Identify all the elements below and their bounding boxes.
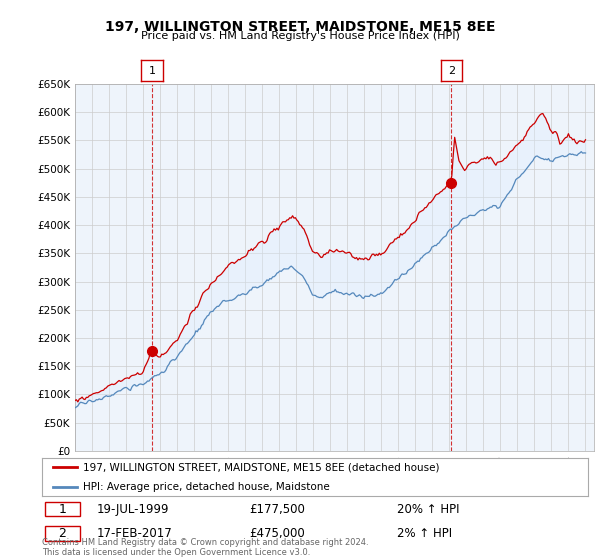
Text: £475,000: £475,000 bbox=[250, 527, 305, 540]
Text: 17-FEB-2017: 17-FEB-2017 bbox=[97, 527, 172, 540]
FancyBboxPatch shape bbox=[45, 502, 80, 516]
Text: 197, WILLINGTON STREET, MAIDSTONE, ME15 8EE: 197, WILLINGTON STREET, MAIDSTONE, ME15 … bbox=[105, 20, 495, 34]
Text: Price paid vs. HM Land Registry's House Price Index (HPI): Price paid vs. HM Land Registry's House … bbox=[140, 31, 460, 41]
Text: 2% ↑ HPI: 2% ↑ HPI bbox=[397, 527, 452, 540]
Text: 19-JUL-1999: 19-JUL-1999 bbox=[97, 503, 169, 516]
FancyBboxPatch shape bbox=[45, 526, 80, 541]
Text: 1: 1 bbox=[149, 66, 156, 76]
Text: £177,500: £177,500 bbox=[250, 503, 305, 516]
Text: 197, WILLINGTON STREET, MAIDSTONE, ME15 8EE (detached house): 197, WILLINGTON STREET, MAIDSTONE, ME15 … bbox=[83, 462, 439, 472]
Text: 20% ↑ HPI: 20% ↑ HPI bbox=[397, 503, 460, 516]
Text: 2: 2 bbox=[59, 527, 67, 540]
Text: 2: 2 bbox=[448, 66, 455, 76]
Text: 1: 1 bbox=[59, 503, 67, 516]
Text: HPI: Average price, detached house, Maidstone: HPI: Average price, detached house, Maid… bbox=[83, 482, 330, 492]
Text: Contains HM Land Registry data © Crown copyright and database right 2024.
This d: Contains HM Land Registry data © Crown c… bbox=[42, 538, 368, 557]
